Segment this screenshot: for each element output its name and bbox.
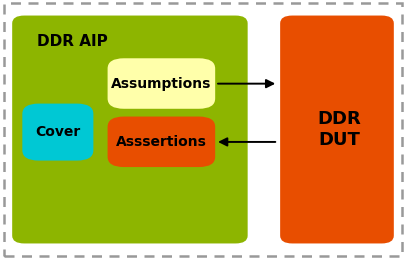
- FancyBboxPatch shape: [22, 104, 93, 161]
- FancyBboxPatch shape: [12, 16, 247, 243]
- Text: Assumptions: Assumptions: [111, 77, 211, 91]
- Text: DDR
DUT: DDR DUT: [316, 110, 360, 149]
- FancyBboxPatch shape: [107, 58, 215, 109]
- Text: Asssertions: Asssertions: [116, 135, 207, 149]
- FancyBboxPatch shape: [107, 117, 215, 167]
- Text: DDR AIP: DDR AIP: [36, 34, 107, 49]
- FancyBboxPatch shape: [279, 16, 393, 243]
- Text: Cover: Cover: [35, 125, 81, 139]
